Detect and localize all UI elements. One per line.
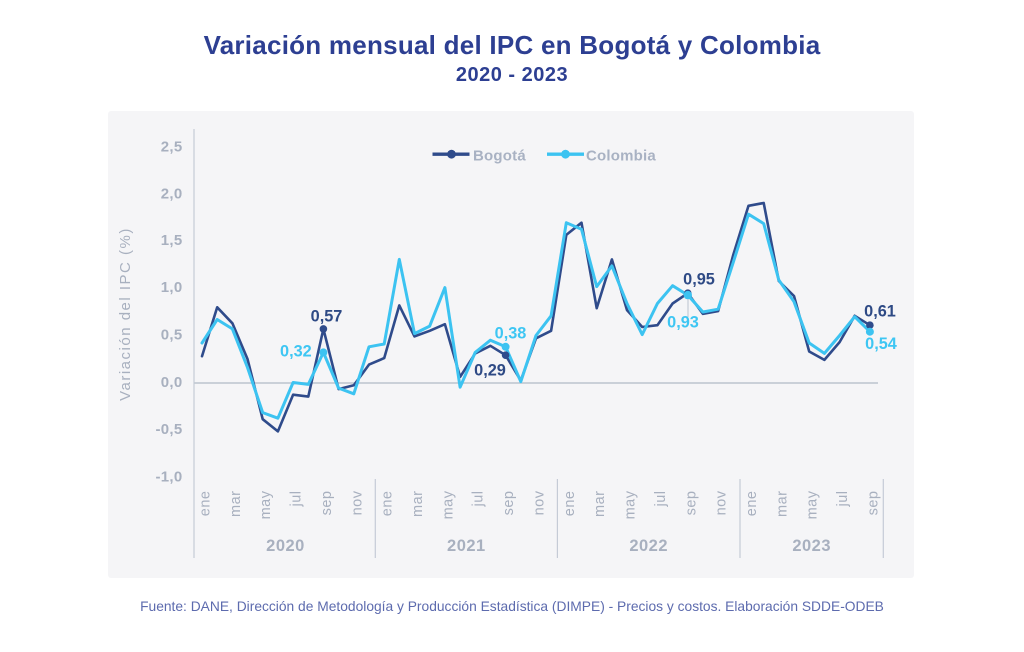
svg-text:sep: sep — [501, 491, 517, 516]
svg-text:Variación del IPC (%): Variación del IPC (%) — [117, 227, 134, 401]
svg-text:may: may — [258, 490, 274, 519]
svg-text:mar: mar — [774, 491, 790, 517]
svg-text:sep: sep — [319, 491, 335, 516]
svg-text:jul: jul — [653, 491, 669, 508]
svg-text:0,61: 0,61 — [864, 303, 896, 321]
svg-text:2023: 2023 — [792, 537, 831, 555]
svg-text:mar: mar — [592, 491, 608, 517]
svg-text:0,54: 0,54 — [865, 335, 897, 353]
svg-text:0,38: 0,38 — [495, 325, 527, 343]
svg-text:nov: nov — [349, 490, 365, 515]
svg-text:Colombia: Colombia — [586, 148, 656, 165]
svg-text:0,93: 0,93 — [667, 314, 699, 332]
svg-text:-1,0: -1,0 — [155, 469, 182, 486]
svg-text:nov: nov — [714, 490, 730, 515]
svg-text:Bogotá: Bogotá — [473, 148, 526, 165]
svg-text:ene: ene — [380, 491, 396, 517]
svg-text:jul: jul — [471, 491, 487, 508]
svg-text:2,0: 2,0 — [161, 185, 183, 202]
svg-text:0,5: 0,5 — [161, 327, 183, 344]
svg-text:0,32: 0,32 — [280, 343, 312, 361]
svg-text:0,57: 0,57 — [311, 308, 343, 326]
svg-text:sep: sep — [683, 491, 699, 516]
svg-text:nov: nov — [532, 490, 548, 515]
svg-text:mar: mar — [228, 491, 244, 517]
svg-text:-0,5: -0,5 — [155, 421, 182, 438]
svg-text:0,29: 0,29 — [474, 362, 506, 380]
svg-text:1,0: 1,0 — [161, 279, 183, 296]
svg-text:2,5: 2,5 — [161, 139, 183, 156]
svg-text:may: may — [440, 490, 456, 519]
svg-text:ene: ene — [744, 491, 760, 517]
svg-text:ene: ene — [198, 491, 214, 517]
svg-text:jul: jul — [835, 491, 851, 508]
svg-text:may: may — [623, 490, 639, 519]
svg-text:ene: ene — [562, 491, 578, 517]
svg-text:0,95: 0,95 — [683, 271, 715, 289]
svg-text:jul: jul — [289, 491, 305, 508]
svg-text:sep: sep — [865, 491, 881, 516]
svg-text:2020: 2020 — [266, 537, 305, 555]
svg-text:1,5: 1,5 — [161, 232, 183, 249]
svg-text:may: may — [805, 490, 821, 519]
svg-text:0,0: 0,0 — [161, 374, 183, 391]
svg-text:2022: 2022 — [629, 537, 668, 555]
svg-text:2021: 2021 — [447, 537, 486, 555]
svg-text:mar: mar — [410, 491, 426, 517]
